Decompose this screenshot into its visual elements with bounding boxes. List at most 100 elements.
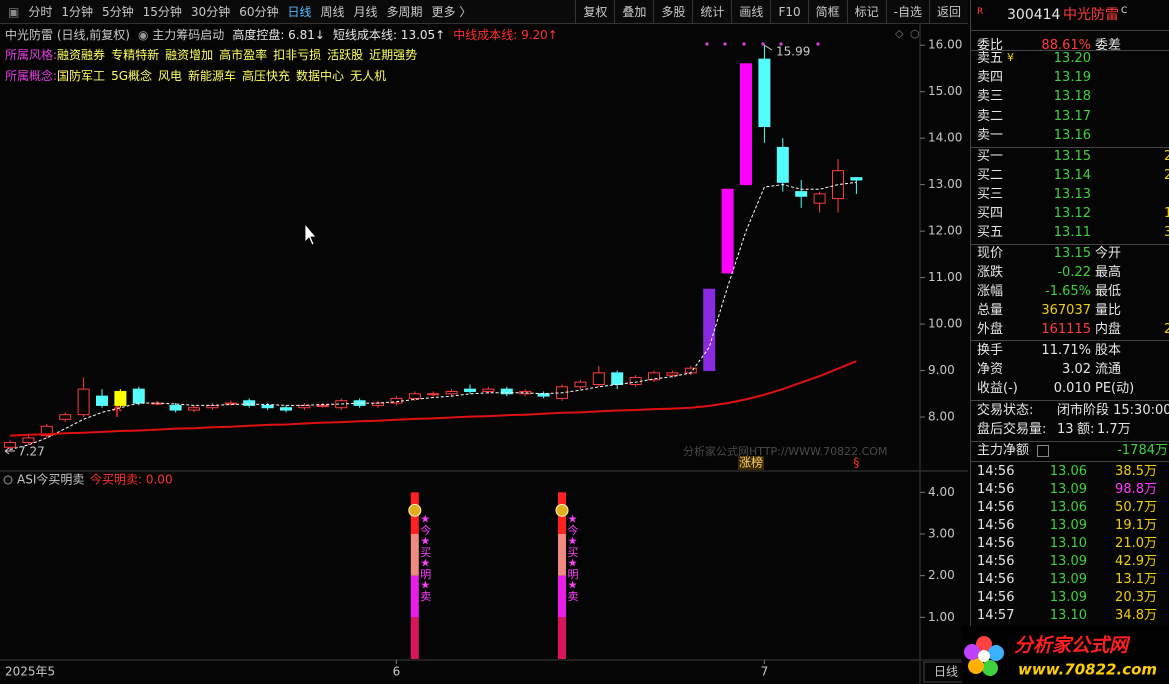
candle-body (243, 400, 256, 406)
candle-body (224, 402, 237, 405)
period-tabs: ▣ 分时 1分钟 5分钟 15分钟 30分钟 60分钟 日线 周线 月线 多周期 更多 〉 (0, 3, 471, 20)
period-label[interactable]: 日线 (934, 665, 958, 679)
indicator-icon[interactable] (3, 475, 13, 485)
menu-icon[interactable]: ▣ (8, 4, 20, 19)
petal (968, 658, 984, 674)
cell: 161115 (1041, 322, 1091, 337)
stat-row: 外盘 161115 内盘 2 (971, 321, 1169, 339)
cell: 换手 (977, 343, 1004, 358)
tool-button[interactable]: 画线 (731, 0, 770, 23)
short-cost: 短线成本线: 13.05↑ (332, 28, 446, 42)
separator (971, 400, 1169, 401)
candle-body (298, 404, 311, 409)
cell: 闭市阶段 15:30:00 (1057, 403, 1169, 418)
cell: 13.15 (1053, 149, 1091, 164)
tool-buttons: 复权 叠加 多股 统计 画线 F10 简框 标记 -自选 返回 (575, 0, 968, 23)
high-label: 15.99 (776, 45, 810, 59)
icon[interactable]: ◇ (895, 27, 904, 40)
candle-body (721, 188, 734, 274)
stock-title: 中光防雷 (日线,前复权) (5, 28, 130, 42)
cell: 367037 (1041, 303, 1091, 318)
cell: 今开 (1095, 246, 1122, 261)
tool-button[interactable]: 叠加 (614, 0, 653, 23)
period-tab[interactable]: 周线 (320, 5, 345, 19)
cell: 最高 (1095, 265, 1122, 280)
cell: 3 (1164, 224, 1169, 242)
bid-row: 买一 13.15 2 (971, 148, 1169, 166)
x-tick-label: 2025年5 (5, 665, 55, 679)
cell: 13.13 (1053, 187, 1091, 202)
signal-text: ★今★买★明★卖 (566, 512, 579, 602)
cell: 13.15 (1053, 246, 1091, 261)
cell: 11.71% (1041, 343, 1091, 358)
y-tick-label: 10.00 (928, 317, 962, 331)
cell: 13.18 (1053, 89, 1091, 105)
signal-mark: § (853, 456, 859, 470)
cell: 13.09 (1049, 590, 1087, 605)
tool-button[interactable]: 返回 (928, 0, 968, 23)
cell: 卖五 (977, 51, 1004, 66)
signal-dot (779, 42, 783, 46)
y-tick-label: 15.00 (928, 84, 962, 98)
cell: 13.11 (1053, 225, 1091, 240)
period-tab[interactable]: 月线 (353, 5, 378, 19)
candle-body (850, 177, 863, 181)
candle-body (4, 442, 16, 448)
period-tab[interactable]: 分时 (28, 5, 53, 19)
style-tag: 融资融券 (57, 48, 106, 62)
cell: 卖四 (977, 70, 1004, 86)
cell: 最低 (1095, 284, 1122, 299)
style-tag: 活跃股 (327, 48, 364, 62)
indicator-value: 今买明卖: 0.00 (90, 472, 173, 487)
tick-row: 14:56 13.09 19.1万 (971, 517, 1169, 535)
stock-name: 中光防雷 (1063, 7, 1119, 23)
logo: 分析家公式网 www.70822.com (962, 626, 1169, 684)
period-tab[interactable]: 更多 〉 (431, 5, 472, 19)
tool-button[interactable]: 简框 (807, 0, 847, 23)
period-tab[interactable]: 60分钟 (239, 5, 279, 19)
tool-button[interactable]: -自选 (885, 0, 929, 23)
icon[interactable]: ○ (910, 27, 920, 40)
chart-area: ◇ ○ ASI今买明卖 今买明卖: 0.00 日线 16.00 15.00 14.0… (0, 24, 968, 684)
status-row: 交易状态: 闭市阶段 15:30:00 (971, 402, 1169, 420)
tool-button[interactable]: 复权 (575, 0, 614, 23)
cell: 19.1万 (1115, 518, 1157, 533)
cell: 13.06 (1049, 500, 1087, 515)
period-tab[interactable]: 15分钟 (142, 5, 182, 19)
signal-bar (410, 534, 419, 576)
cell: 14:56 (977, 464, 1015, 479)
cell: 14:56 (977, 500, 1015, 515)
cell: 13.10 (1049, 608, 1087, 623)
separator (971, 461, 1169, 462)
cell: 委差 (1095, 38, 1122, 53)
period-tab[interactable]: 1分钟 (61, 5, 93, 19)
candle-body (464, 388, 476, 392)
cell: 13.20 (1053, 51, 1091, 66)
cell: 3.02 (1062, 362, 1091, 377)
cell: 主力净额 (977, 443, 1030, 458)
period-tab[interactable]: 30分钟 (190, 5, 231, 19)
tick-row: 14:56 13.06 38.5万 (971, 463, 1169, 481)
period-tab[interactable]: 日线 (287, 5, 312, 19)
signal-dot (761, 42, 765, 46)
tool-button[interactable]: 多股 (653, 0, 692, 23)
cell: 委比 (977, 38, 1004, 53)
cell: 14:56 (977, 554, 1015, 569)
cell: 流通 (1095, 362, 1122, 377)
tool-button[interactable]: 标记 (846, 0, 886, 23)
tool-button[interactable]: F10 (770, 0, 807, 23)
cell: 1.7万 (1097, 422, 1131, 437)
signal-dot (705, 42, 709, 46)
cell: 13.10 (1049, 536, 1087, 551)
period-tab[interactable]: 5分钟 (102, 5, 134, 19)
candle-body (316, 404, 329, 407)
petal (982, 660, 998, 676)
period-tab[interactable]: 多周期 (386, 5, 423, 19)
logo-url: www.70822.com (1018, 661, 1157, 679)
concept-line: 所属概念: 国防军工 5G概念 风电 新能源车 高压快充 数据中心 无人机 (5, 67, 386, 84)
tool-button[interactable]: 统计 (692, 0, 731, 23)
candle-body (261, 404, 274, 409)
candle-body (648, 372, 660, 381)
cell: 盘后交易量: (977, 422, 1047, 437)
cell: 13 (1057, 422, 1074, 437)
